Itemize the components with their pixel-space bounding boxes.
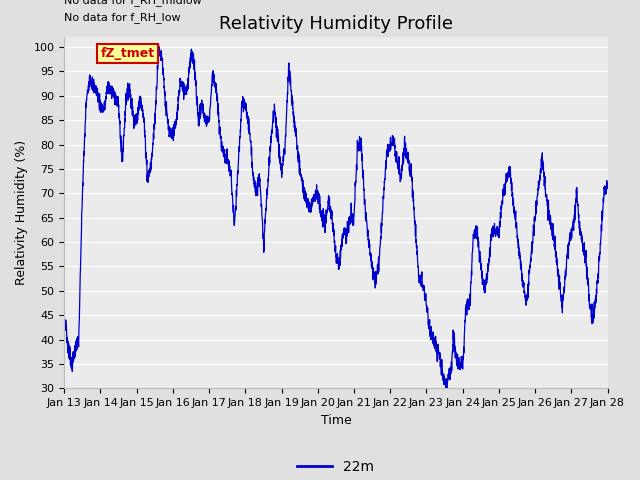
X-axis label: Time: Time	[321, 414, 351, 427]
Title: Relativity Humidity Profile: Relativity Humidity Profile	[219, 15, 453, 33]
Text: No data for f_RH_low: No data for f_RH_low	[64, 12, 181, 23]
Y-axis label: Relativity Humidity (%): Relativity Humidity (%)	[15, 140, 28, 286]
Legend: 22m: 22m	[292, 455, 380, 480]
Text: fZ_tmet: fZ_tmet	[100, 47, 155, 60]
Text: No data for f_RH_midlow: No data for f_RH_midlow	[64, 0, 202, 6]
